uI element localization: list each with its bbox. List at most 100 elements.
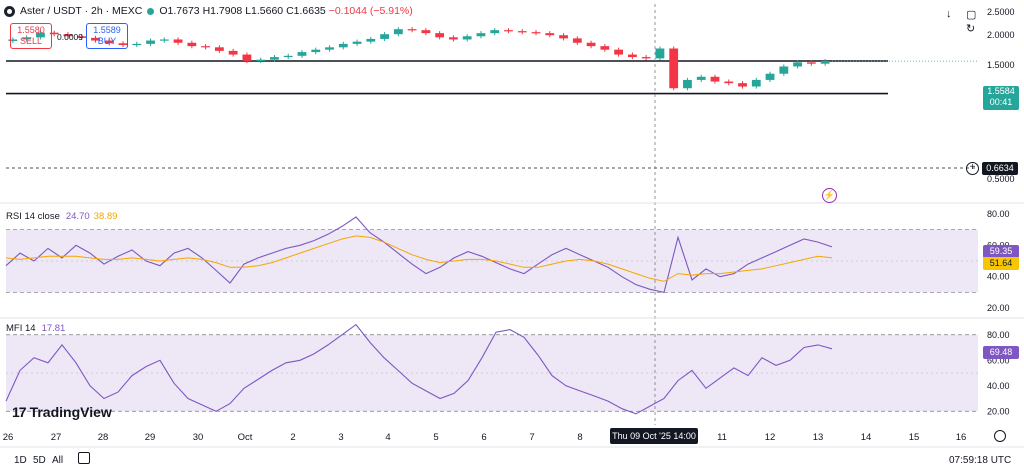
rsi-tag: 59.35	[983, 245, 1019, 258]
candle-body	[270, 57, 279, 60]
candle-body	[600, 46, 610, 50]
candle-body	[228, 50, 238, 55]
add-alert-icon[interactable]: +	[966, 162, 979, 175]
mfi-axis-label: 40.00	[987, 381, 1010, 391]
candle-body	[118, 43, 128, 46]
candle-body	[641, 57, 651, 59]
mfi-pane	[5, 323, 978, 415]
candle-body	[173, 39, 183, 43]
ohlc-high: H1.7908	[202, 5, 243, 17]
sell-label: SELL	[19, 36, 43, 46]
rsi-legend[interactable]: RSI 14 close 24.70 38.89	[6, 211, 117, 222]
ohlc-values: O1.7673 H1.7908 L1.5660 C1.6635 −0.1044 …	[159, 5, 412, 17]
lightning-event-icon[interactable]: ⚡	[822, 188, 837, 203]
candle-body	[820, 61, 830, 64]
candle-body	[655, 48, 665, 59]
mfi-title: MFI 14	[6, 323, 36, 334]
candle-body	[256, 59, 266, 62]
candle-body	[187, 42, 197, 47]
arrow-down-icon[interactable]: ↓	[946, 8, 952, 20]
x-axis-label: 5	[433, 432, 438, 443]
x-axis-label: 16	[956, 432, 967, 443]
tradingview-logo[interactable]: 17 TradingView	[12, 404, 112, 420]
ohlc-change: −0.1044 (−5.91%)	[328, 5, 413, 17]
candle-body	[517, 31, 527, 33]
symbol-title[interactable]: Aster / USDT · 2h · MEXC	[20, 5, 143, 17]
bar-countdown: 00:41	[989, 97, 1013, 107]
spread-value: 0.0009	[57, 32, 83, 42]
settings-icon[interactable]	[994, 430, 1006, 442]
mfi-axis-label: 80.00	[987, 330, 1010, 340]
x-axis-label: 2	[290, 432, 295, 443]
candle-body	[393, 29, 403, 35]
aster-logo-icon	[4, 5, 15, 17]
candle-body	[201, 46, 211, 48]
x-axis-label: 27	[51, 432, 62, 443]
candle-body	[751, 79, 761, 87]
rsi-ma-tag: 51.64	[983, 257, 1019, 270]
candle-body	[242, 54, 252, 62]
candle-body	[710, 76, 720, 82]
candle-body	[779, 66, 789, 74]
crosshair-price-tag: 0.6634	[982, 162, 1018, 175]
candle-body	[449, 37, 458, 40]
rsi-axis-label: 80.00	[987, 209, 1010, 219]
rsi-value: 24.70	[65, 211, 90, 222]
candle-body	[297, 52, 307, 56]
maximize-icon[interactable]: ▢	[966, 9, 977, 21]
candle-body	[380, 34, 389, 39]
ohlc-open: O1.7673	[159, 5, 200, 17]
refresh-icon[interactable]: ↻	[966, 23, 976, 35]
candle-body	[476, 33, 486, 37]
candle-body	[435, 33, 445, 38]
timeframe-1d[interactable]: 1D	[14, 455, 27, 466]
mfi-series-mfi	[5, 323, 833, 415]
x-axis-label: 12	[765, 432, 776, 443]
price-pane	[6, 27, 978, 169]
ohlc-low: L1.5660	[245, 5, 284, 17]
tradingview-mark-icon: 17	[12, 404, 27, 420]
timeframe-all[interactable]: All	[52, 455, 64, 466]
candle-body	[421, 30, 431, 34]
rsi-pane	[5, 216, 978, 294]
candle-body	[531, 32, 541, 34]
price-axis-label: 0.5000	[987, 174, 1015, 184]
mfi-tag: 69.48	[983, 346, 1019, 359]
candle-body	[49, 32, 59, 35]
last-price-tag: 1.5584 00:41	[983, 86, 1019, 110]
candle-body	[338, 43, 348, 48]
candle-body	[283, 55, 293, 58]
buy-button[interactable]: 1.5589 BUY	[86, 23, 128, 49]
candle-body	[545, 33, 555, 36]
candle-body	[572, 38, 582, 43]
rsi-series-ma	[5, 235, 833, 282]
x-axis-label: 30	[193, 432, 204, 443]
x-axis-label: 29	[145, 432, 156, 443]
x-axis-label: 13	[813, 432, 824, 443]
candle-body	[77, 36, 87, 38]
candle-body	[146, 40, 155, 44]
calendar-icon[interactable]	[78, 452, 90, 464]
price-axis-label: 2.5000	[987, 7, 1015, 17]
candle-body	[765, 73, 775, 80]
candle-body	[36, 32, 45, 38]
x-axis-label: 8	[577, 432, 582, 443]
sell-button[interactable]: 1.5580 SELL	[10, 23, 52, 49]
candle-body	[627, 54, 637, 58]
candle-body	[669, 48, 679, 89]
rsi-axis-label: 40.00	[987, 272, 1010, 282]
candle-body	[91, 37, 100, 41]
rsi-title: RSI 14 close	[6, 211, 60, 222]
candle-body	[696, 76, 706, 80]
candle-body	[159, 39, 169, 41]
sell-price: 1.5580	[17, 25, 45, 35]
rsi-axis-label: 20.00	[987, 303, 1010, 313]
timeframe-5d[interactable]: 5D	[33, 455, 46, 466]
x-axis-label: 28	[98, 432, 109, 443]
candle-body	[8, 39, 18, 42]
brand-name: TradingView	[29, 404, 112, 420]
mfi-legend[interactable]: MFI 14 17.81	[6, 323, 65, 334]
utc-clock[interactable]: 07:59:18 UTC	[949, 455, 1012, 466]
price-axis-label: 2.0000	[987, 30, 1015, 40]
